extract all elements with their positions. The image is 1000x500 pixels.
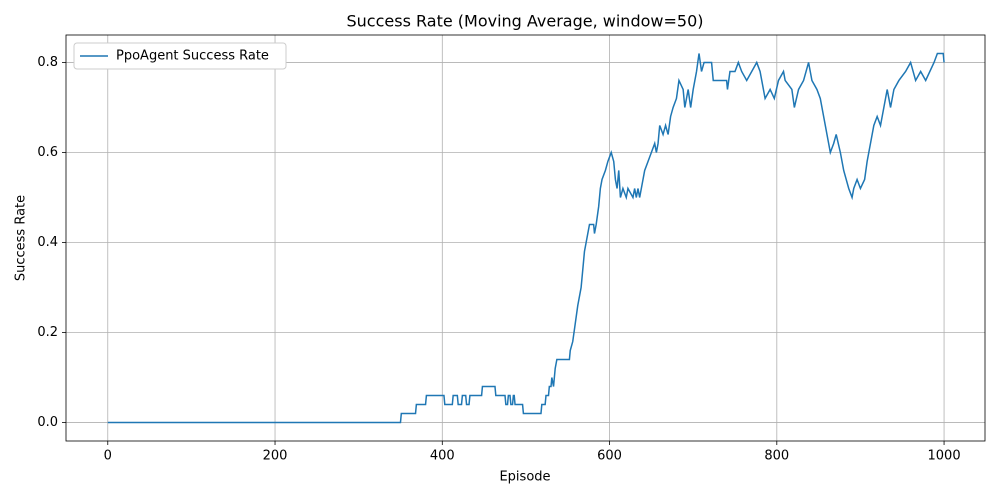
x-tick-label: 400 bbox=[430, 449, 455, 464]
y-tick-label: 0.8 bbox=[37, 55, 58, 70]
plot-frame bbox=[65, 34, 986, 442]
x-tick-label: 1000 bbox=[928, 449, 961, 464]
y-tick-label: 0.2 bbox=[37, 325, 58, 340]
y-tick-label: 0.4 bbox=[37, 235, 58, 250]
x-axis-label: Episode bbox=[499, 470, 550, 485]
x-tick-label: 200 bbox=[263, 449, 288, 464]
y-tick-label: 0.0 bbox=[37, 415, 58, 430]
chart-title: Success Rate (Moving Average, window=50) bbox=[347, 12, 704, 31]
x-tick-label: 0 bbox=[104, 449, 112, 464]
series-line bbox=[107, 52, 945, 424]
y-tick-label: 0.6 bbox=[37, 145, 58, 160]
legend-label: PpoAgent Success Rate bbox=[116, 49, 269, 64]
x-tick-label: 800 bbox=[764, 449, 789, 464]
legend-box bbox=[73, 42, 287, 70]
y-axis-label: Success Rate bbox=[14, 195, 29, 281]
x-tick-label: 600 bbox=[597, 449, 622, 464]
